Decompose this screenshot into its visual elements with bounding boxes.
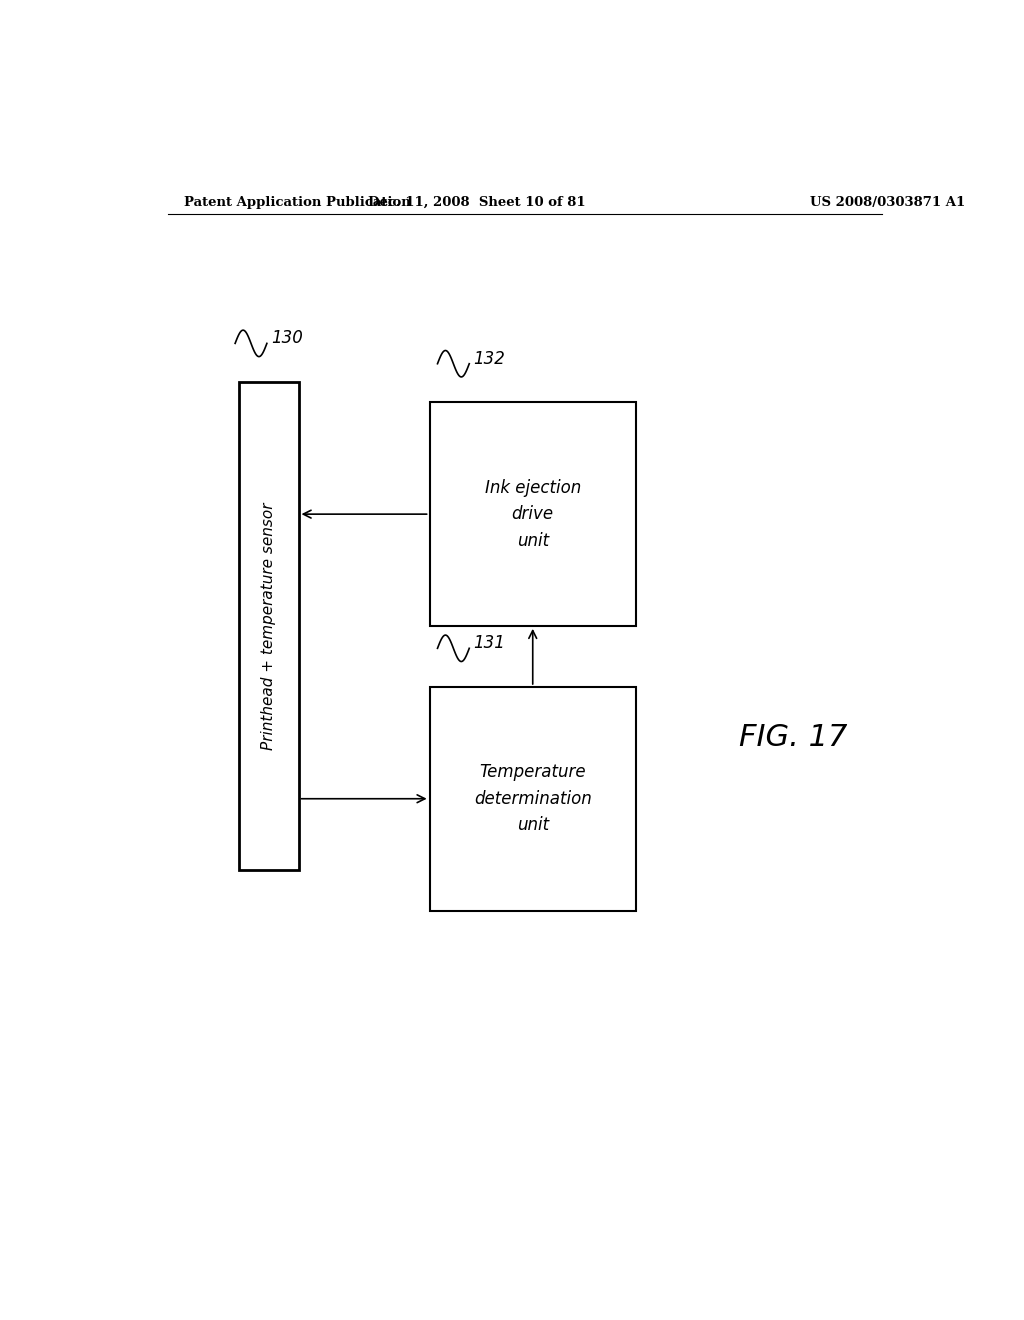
Text: Printhead + temperature sensor: Printhead + temperature sensor <box>261 502 276 750</box>
Bar <box>430 686 636 911</box>
Text: US 2008/0303871 A1: US 2008/0303871 A1 <box>811 195 966 209</box>
Text: Temperature
determination
unit: Temperature determination unit <box>474 763 592 834</box>
Bar <box>430 403 636 626</box>
Text: 132: 132 <box>473 350 505 368</box>
Bar <box>240 381 299 870</box>
Text: 130: 130 <box>270 329 303 347</box>
Text: 131: 131 <box>473 634 505 652</box>
Text: FIG. 17: FIG. 17 <box>739 723 848 752</box>
Text: Ink ejection
drive
unit: Ink ejection drive unit <box>484 479 581 549</box>
Text: Patent Application Publication: Patent Application Publication <box>183 195 411 209</box>
Text: Dec. 11, 2008  Sheet 10 of 81: Dec. 11, 2008 Sheet 10 of 81 <box>369 195 586 209</box>
